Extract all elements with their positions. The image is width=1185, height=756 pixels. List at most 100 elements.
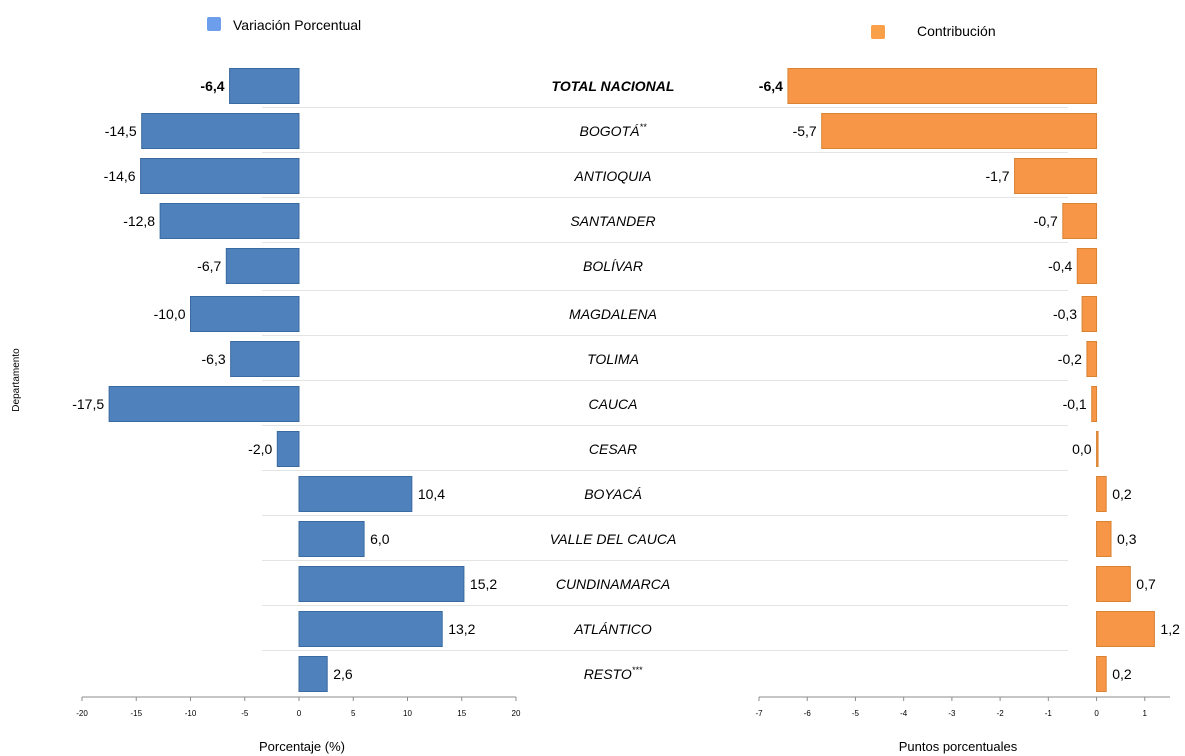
- x-axis-puntos-tick-label: -7: [755, 709, 763, 718]
- legend-label-contribucion: Contribución: [917, 23, 996, 39]
- x-axis-porcentaje-tick-label: 10: [403, 709, 412, 718]
- contribucion-bar: [1014, 158, 1098, 194]
- x-axis-title-puntos: Puntos porcentuales: [899, 739, 1018, 754]
- y-axis-title: Departamento: [11, 348, 22, 412]
- x-axis-porcentaje-tick-label: -10: [185, 709, 197, 718]
- contribucion-bar: [1096, 656, 1107, 692]
- contribucion-bar: [1076, 248, 1098, 284]
- x-axis-porcentaje-tick-label: 15: [457, 709, 466, 718]
- contribucion-bar: [787, 68, 1098, 104]
- variacion-value-label: -12,8: [123, 213, 155, 229]
- x-axis-puntos: -7 -6 -5 -4 -3 -2 -1 0 1: [755, 696, 1170, 718]
- x-axis-puntos-tick-label: -1: [1045, 709, 1053, 718]
- contribucion-bar: [1096, 566, 1131, 602]
- variacion-bar: [298, 611, 443, 647]
- contribucion-bar: [1096, 476, 1107, 512]
- contribucion-bar: [1096, 521, 1112, 557]
- variacion-bar: [140, 158, 300, 194]
- variacion-bar: [298, 656, 328, 692]
- variacion-value-label: 10,4: [418, 486, 445, 502]
- contribucion-value-label: -0,3: [1053, 306, 1077, 322]
- variacion-value-label: -10,0: [154, 306, 186, 322]
- legend-swatch-contribucion: [871, 25, 885, 39]
- variacion-bar: [229, 68, 300, 104]
- variacion-value-labels: -6,4 -14,5 -14,6 -12,8 -6,7 -10,0 -6,3 -17,5 -2,…: [72, 78, 497, 682]
- contribucion-bar: [1086, 341, 1098, 377]
- department-label: TOTAL NACIONAL: [552, 78, 675, 94]
- department-label: RESTO***: [584, 665, 643, 682]
- contribucion-bar: [1091, 386, 1098, 422]
- department-label: ANTIOQUIA: [573, 168, 651, 184]
- department-label: CUNDINAMARCA: [556, 576, 670, 592]
- variacion-bar: [190, 296, 300, 332]
- contribucion-bar: [1096, 431, 1099, 467]
- variacion-bars: [108, 68, 465, 692]
- contribucion-value-label: 0,2: [1112, 486, 1132, 502]
- x-axis-puntos-tick-label: -6: [804, 709, 812, 718]
- variacion-value-label: -14,6: [104, 168, 136, 184]
- contribucion-value-label: -0,7: [1034, 213, 1058, 229]
- variacion-bar: [108, 386, 300, 422]
- x-axis-porcentaje-tick-label: -15: [130, 709, 142, 718]
- department-label: VALLE DEL CAUCA: [550, 531, 677, 547]
- x-axis-porcentaje-tick-label: 0: [297, 709, 302, 718]
- contribucion-bars: [787, 68, 1155, 692]
- variacion-value-label: -6,3: [202, 351, 226, 367]
- variacion-value-label: -2,0: [248, 441, 272, 457]
- x-axis-puntos-tick-label: -5: [852, 709, 860, 718]
- department-label: SANTANDER: [570, 213, 655, 229]
- variacion-value-label: -17,5: [72, 396, 104, 412]
- department-label: ATLÁNTICO: [573, 621, 652, 637]
- contribucion-value-label: -5,7: [793, 123, 817, 139]
- contribucion-value-labels: -6,4 -5,7 -1,7 -0,7 -0,4 -0,3 -0,2 -0,1 0,0 0,2 0,…: [759, 78, 1180, 682]
- contribucion-value-label: -1,7: [985, 168, 1009, 184]
- contribucion-value-label: 0,0: [1072, 441, 1092, 457]
- legend-swatch-variacion: [207, 17, 221, 31]
- contribucion-bar: [1096, 611, 1155, 647]
- contribucion-value-label: 0,2: [1112, 666, 1132, 682]
- contribucion-bar: [1062, 203, 1098, 239]
- variacion-bar: [225, 248, 300, 284]
- contribucion-value-label: -0,1: [1063, 396, 1087, 412]
- variacion-bar: [298, 566, 465, 602]
- x-axis-porcentaje: -20 -15 -10 -5 0 5 10 15 20: [76, 696, 521, 718]
- x-axis-puntos-tick-label: 1: [1143, 709, 1148, 718]
- department-label: MAGDALENA: [569, 306, 657, 322]
- x-axis-title-porcentaje: Porcentaje (%): [259, 739, 345, 754]
- legend-label-variacion: Variación Porcentual: [233, 17, 361, 33]
- x-axis-porcentaje-tick-label: -5: [241, 709, 249, 718]
- variacion-bar: [230, 341, 300, 377]
- x-axis-puntos-tick-label: 0: [1094, 709, 1099, 718]
- department-label: CAUCA: [588, 396, 637, 412]
- x-axis-porcentaje-tick-label: -20: [76, 709, 88, 718]
- contribucion-bar: [1081, 296, 1098, 332]
- department-label: CESAR: [589, 441, 637, 457]
- contribucion-value-label: 1,2: [1160, 621, 1180, 637]
- variacion-value-label: 2,6: [333, 666, 353, 682]
- x-axis-porcentaje-tick-label: 5: [351, 709, 356, 718]
- variacion-bar: [298, 476, 413, 512]
- x-axis-porcentaje-tick-label: 20: [512, 709, 521, 718]
- variacion-value-label: -6,7: [197, 258, 221, 274]
- department-label: BOGOTÁ**: [580, 122, 647, 139]
- contribucion-value-label: 0,3: [1117, 531, 1137, 547]
- variacion-value-label: -14,5: [105, 123, 137, 139]
- variacion-bar: [276, 431, 300, 467]
- x-axis-puntos-tick-label: -2: [997, 709, 1005, 718]
- row-separators: [262, 107, 1068, 651]
- variacion-bar: [141, 113, 300, 149]
- contribucion-value-label: -0,2: [1058, 351, 1082, 367]
- variacion-bar: [159, 203, 300, 239]
- variacion-bar: [298, 521, 365, 557]
- contribucion-value-label: -6,4: [759, 78, 783, 94]
- variacion-value-label: 13,2: [448, 621, 475, 637]
- department-label: BOLÍVAR: [583, 258, 643, 274]
- x-axis-puntos-tick-label: -4: [900, 709, 908, 718]
- variacion-value-label: -6,4: [200, 78, 224, 94]
- department-label: BOYACÁ: [584, 486, 642, 502]
- contribucion-value-label: -0,4: [1048, 258, 1072, 274]
- variacion-value-label: 6,0: [370, 531, 390, 547]
- contribucion-bar: [821, 113, 1098, 149]
- variacion-value-label: 15,2: [470, 576, 497, 592]
